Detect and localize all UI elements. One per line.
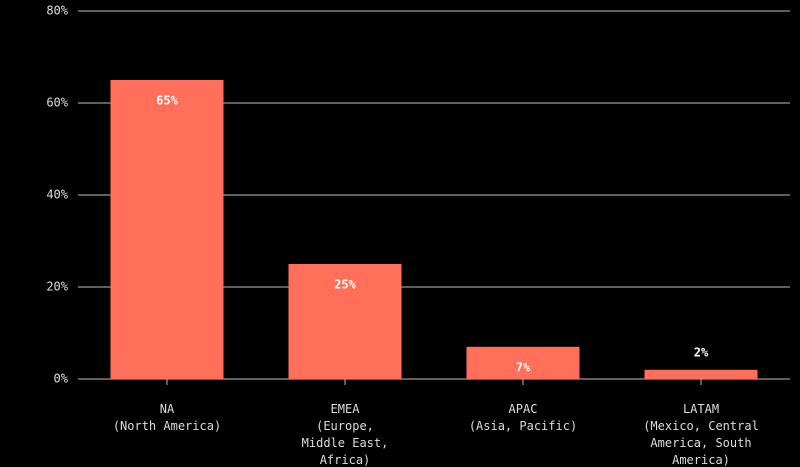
data-label: 65% [156,94,178,108]
data-label: 2% [694,345,709,359]
x-tick-label: APAC (Asia, Pacific) [468,402,578,433]
x-tick-label: LATAM (Mexico, Central America, South Am… [643,402,759,467]
x-tick-label: NA (North America) [112,402,222,433]
data-label: 25% [334,278,356,292]
y-tick-label: 20% [46,280,68,294]
y-tick-label: 0% [54,372,69,386]
bar [110,80,224,379]
y-tick-label: 80% [46,4,68,18]
bar [644,369,758,379]
bar [466,346,580,379]
y-tick-label: 60% [46,96,68,110]
data-label: 7% [516,360,531,374]
bar [288,264,402,379]
x-tick-label: EMEA (Europe, Middle East, Africa) [301,402,389,467]
y-tick-label: 40% [46,188,68,202]
